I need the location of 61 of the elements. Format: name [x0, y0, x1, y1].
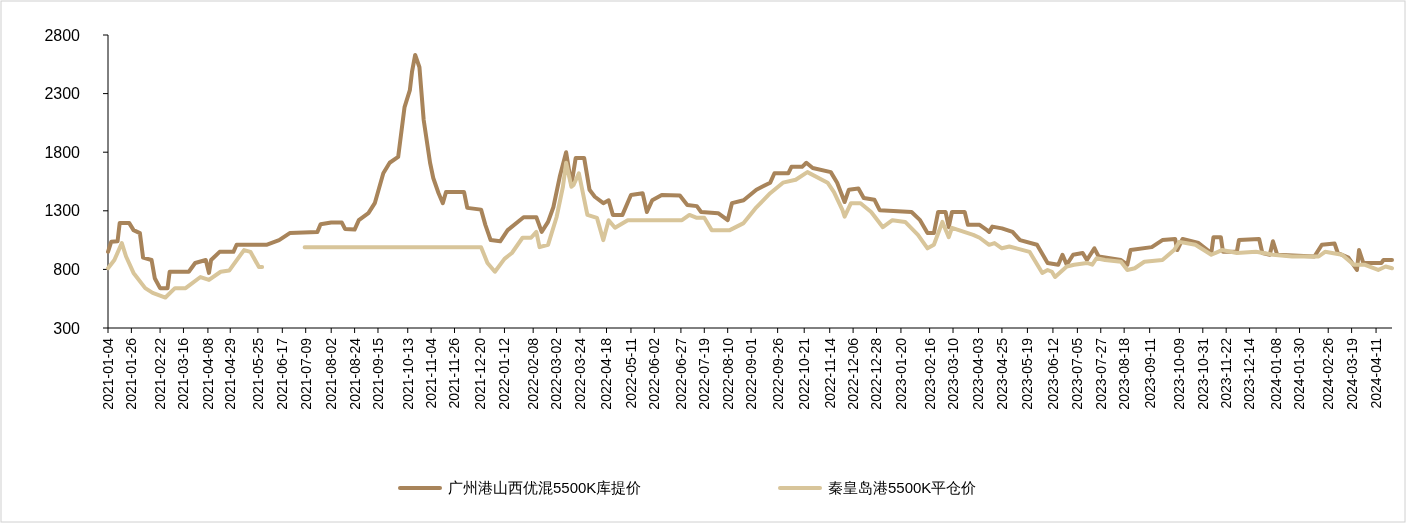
x-tick-label: 2023-04-25	[993, 337, 1010, 410]
x-tick-label: 2021-09-15	[369, 337, 386, 410]
y-tick-label: 2800	[44, 26, 81, 44]
x-tick-label: 2021-07-09	[297, 337, 314, 410]
x-tick-label: 2021-06-17	[274, 337, 291, 410]
x-tick-label: 2023-08-18	[1116, 337, 1133, 410]
line-series	[106, 52, 1394, 291]
x-tick-label: 2021-02-22	[151, 337, 168, 410]
x-tick-label: 2022-04-18	[598, 337, 615, 410]
x-tick-label: 2022-03-02	[548, 337, 565, 410]
x-tick-label: 2024-01-30	[1291, 337, 1308, 410]
x-tick-label: 2023-10-09	[1171, 337, 1188, 410]
y-tick-label: 1800	[44, 143, 81, 161]
x-tick-label: 2021-04-29	[222, 337, 239, 410]
x-tick-label: 2022-12-06	[845, 337, 861, 410]
x-tick-label: 2022-06-27	[672, 337, 689, 410]
x-tick-label: 2022-02-08	[525, 337, 542, 410]
legend-label: 秦皇岛港5500K平仓价	[828, 479, 977, 497]
x-tick-label: 2021-10-13	[399, 337, 416, 410]
x-tick-label: 2021-04-08	[199, 337, 216, 410]
x-tick-label: 2023-03-10	[944, 337, 961, 410]
x-tick-label: 2022-03-24	[571, 337, 588, 410]
x-tick-label: 2022-05-11	[622, 337, 639, 409]
x-tick-label: 2021-08-02	[323, 337, 340, 410]
x-tick-label: 2023-02-16	[921, 337, 938, 410]
x-tick-label: 2024-02-26	[1320, 337, 1337, 410]
x-tick-label: 2022-07-19	[696, 337, 713, 410]
x-tick-label: 2021-08-24	[346, 337, 363, 410]
x-tick-label: 2022-12-28	[868, 337, 885, 410]
x-tick-label: 2022-09-01	[742, 337, 759, 410]
y-tick-label: 800	[53, 261, 81, 278]
x-tick-label: 2024-04-11	[1367, 337, 1384, 409]
x-tick-label: 2024-01-08	[1268, 337, 1285, 410]
x-tick-label: 2022-06-02	[646, 337, 663, 410]
x-tick-label: 2022-09-26	[769, 337, 786, 410]
y-tick-label: 1300	[44, 202, 81, 220]
x-tick-label: 2021-01-04	[99, 337, 116, 410]
legend-label: 广州港山西优混5500K库提价	[448, 479, 642, 497]
x-tick-label: 2021-01-26	[123, 337, 140, 410]
y-tick-label: 2300	[44, 85, 81, 103]
x-tick-label: 2021-11-04	[423, 337, 440, 409]
x-tick-label: 2022-11-14	[821, 337, 838, 409]
x-tick-label: 2022-01-12	[496, 337, 513, 410]
x-tick-label: 2023-07-27	[1092, 337, 1109, 410]
x-tick-label: 2024-03-19	[1343, 337, 1360, 410]
x-tick-label: 2022-10-21	[796, 337, 813, 410]
x-tick-label: 2023-05-19	[1019, 337, 1036, 410]
x-tick-label: 2023-09-11	[1141, 337, 1158, 409]
x-tick-label: 2023-04-03	[970, 337, 987, 410]
x-tick-label: 2021-11-26	[446, 337, 463, 409]
x-tick-label: 2023-01-20	[892, 337, 909, 410]
x-tick-label: 2021-12-20	[471, 337, 488, 410]
x-tick-label: 2023-12-14	[1241, 337, 1258, 410]
y-tick-label: 300	[53, 319, 81, 337]
x-tick-label: 2023-07-05	[1069, 337, 1086, 410]
x-tick-label: 2022-08-10	[719, 337, 736, 410]
x-tick-label: 2023-06-12	[1044, 337, 1061, 410]
x-tick-label: 2021-05-25	[249, 337, 266, 410]
x-tick-label: 2021-03-16	[175, 337, 192, 410]
x-tick-label: 2023-11-22	[1218, 337, 1235, 409]
x-tick-label: 2023-10-31	[1194, 337, 1211, 410]
